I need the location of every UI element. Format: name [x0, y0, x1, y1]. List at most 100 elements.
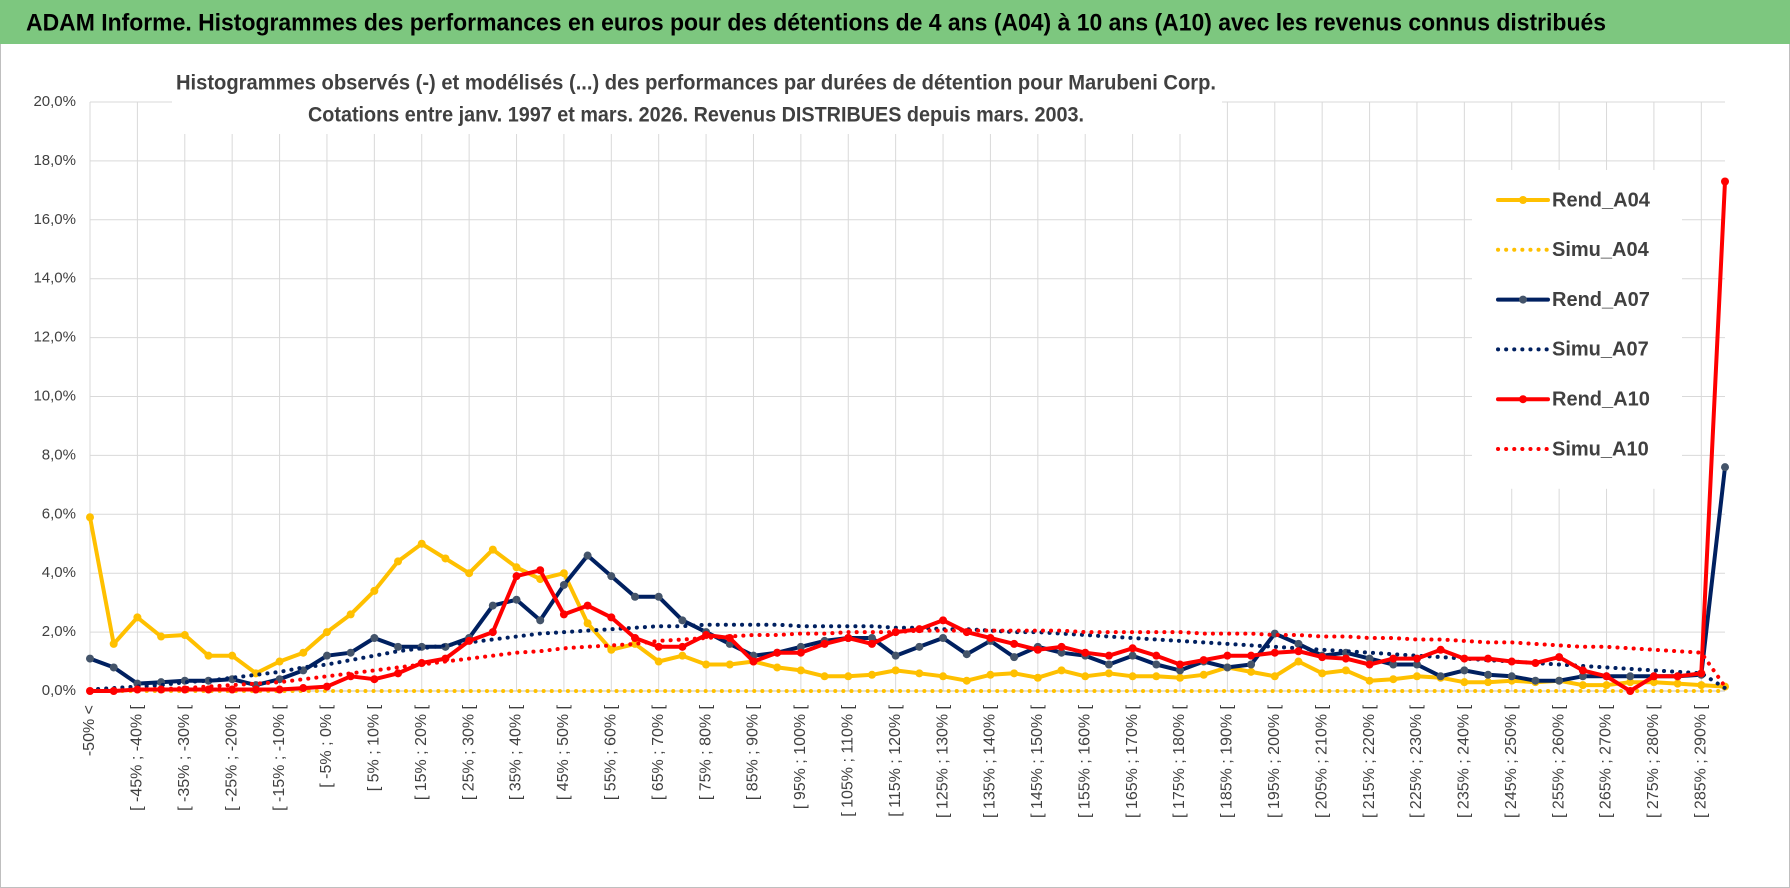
- point: [275, 657, 284, 666]
- x-tick-label: [ -15% ; -10% [: [271, 704, 288, 810]
- x-tick-label: [ 105% ; 110% [: [839, 704, 856, 816]
- point: [915, 642, 924, 651]
- point: [1507, 672, 1516, 681]
- point: [867, 639, 876, 648]
- y-tick-label: 20,0%: [33, 93, 76, 110]
- point: [322, 651, 331, 660]
- x-tick-label: [ 65% ; 70% [: [650, 704, 667, 800]
- point: [1602, 672, 1611, 681]
- x-tick-label: [ 185% ; 190% [: [1219, 704, 1236, 818]
- x-tick-label: [ 85% ; 90% [: [745, 704, 762, 800]
- point: [1081, 648, 1090, 657]
- point: [157, 632, 166, 641]
- point: [1436, 672, 1445, 681]
- point: [678, 651, 687, 660]
- point: [1365, 660, 1374, 669]
- point: [1389, 654, 1398, 663]
- point: [228, 651, 237, 660]
- point: [820, 672, 829, 681]
- y-tick-label: 14,0%: [33, 270, 76, 287]
- point: [1010, 653, 1019, 662]
- point: [394, 669, 403, 678]
- point: [796, 648, 805, 657]
- x-tick-label: [ 45% ; 50% [: [555, 704, 572, 800]
- point: [654, 592, 663, 601]
- point: [346, 648, 355, 657]
- point: [1128, 651, 1137, 660]
- point: [986, 670, 995, 679]
- point: [607, 572, 616, 581]
- legend-marker: [1519, 395, 1527, 404]
- point: [346, 610, 355, 619]
- point: [1270, 672, 1279, 681]
- point: [1555, 676, 1564, 685]
- point: [370, 675, 379, 684]
- point: [1697, 681, 1706, 690]
- point: [1128, 672, 1137, 681]
- point: [820, 639, 829, 648]
- point: [1199, 670, 1208, 679]
- point: [512, 595, 521, 604]
- legend-background: [1472, 170, 1682, 489]
- point: [1010, 669, 1019, 678]
- x-tick-label: [ 95% ; 100% [: [792, 704, 809, 809]
- point: [1104, 651, 1113, 660]
- point: [1223, 663, 1232, 672]
- point: [1176, 666, 1184, 675]
- point: [465, 569, 474, 578]
- x-tick-label: [ -35% ; -30% [: [176, 704, 193, 810]
- x-tick-label: [ 175% ; 180% [: [1171, 704, 1188, 818]
- header-title: ADAM Informe. Histogrammes des performan…: [26, 9, 1606, 36]
- model-line: [88, 622, 1727, 692]
- chart-subtitle: Cotations entre janv. 1997 et mars. 2026…: [308, 104, 1084, 127]
- y-tick-label: 0,0%: [42, 682, 76, 699]
- point: [1057, 666, 1066, 675]
- point: [251, 685, 260, 694]
- point: [1270, 648, 1279, 657]
- point: [1128, 644, 1137, 653]
- legend-label: Simu_A07: [1552, 339, 1649, 361]
- point: [1484, 654, 1493, 663]
- point: [1152, 651, 1161, 660]
- x-tick-label: [ 135% ; 140% [: [982, 704, 999, 818]
- legend-label: Rend_A07: [1552, 289, 1650, 311]
- point: [939, 616, 948, 625]
- x-tick-label: [ 155% ; 160% [: [1076, 704, 1093, 818]
- point: [488, 601, 497, 610]
- point: [109, 663, 118, 672]
- point: [1318, 669, 1327, 678]
- point: [1010, 639, 1019, 648]
- point: [228, 685, 237, 694]
- point: [488, 628, 497, 637]
- x-tick-label: [ 145% ; 150% [: [1029, 704, 1046, 818]
- point: [1389, 660, 1398, 669]
- point: [654, 642, 663, 651]
- x-tick-label: [ 255% ; 260% [: [1550, 704, 1567, 818]
- x-tick-label: [ 75% ; 80% [: [697, 704, 714, 800]
- y-tick-label: 16,0%: [33, 211, 76, 228]
- point: [1152, 672, 1161, 681]
- x-tick-label: [ 125% ; 130% [: [934, 704, 951, 818]
- point: [370, 586, 379, 595]
- point: [1721, 463, 1729, 472]
- point: [1436, 645, 1445, 654]
- title-background: [172, 68, 1222, 134]
- point: [939, 672, 948, 681]
- point: [1555, 653, 1564, 662]
- point: [1697, 669, 1706, 678]
- x-tick-label: [ 265% ; 270% [: [1598, 704, 1615, 818]
- point: [109, 639, 118, 648]
- x-tick-label: [ 165% ; 170% [: [1124, 704, 1141, 818]
- point: [1247, 667, 1256, 676]
- point: [631, 639, 639, 648]
- point: [962, 676, 971, 685]
- point: [1081, 672, 1090, 681]
- point: [1176, 673, 1184, 682]
- point: [654, 657, 663, 666]
- point: [1223, 651, 1232, 660]
- point: [1033, 673, 1042, 682]
- point: [1578, 666, 1587, 675]
- y-tick-label: 18,0%: [33, 152, 76, 169]
- point: [939, 633, 948, 642]
